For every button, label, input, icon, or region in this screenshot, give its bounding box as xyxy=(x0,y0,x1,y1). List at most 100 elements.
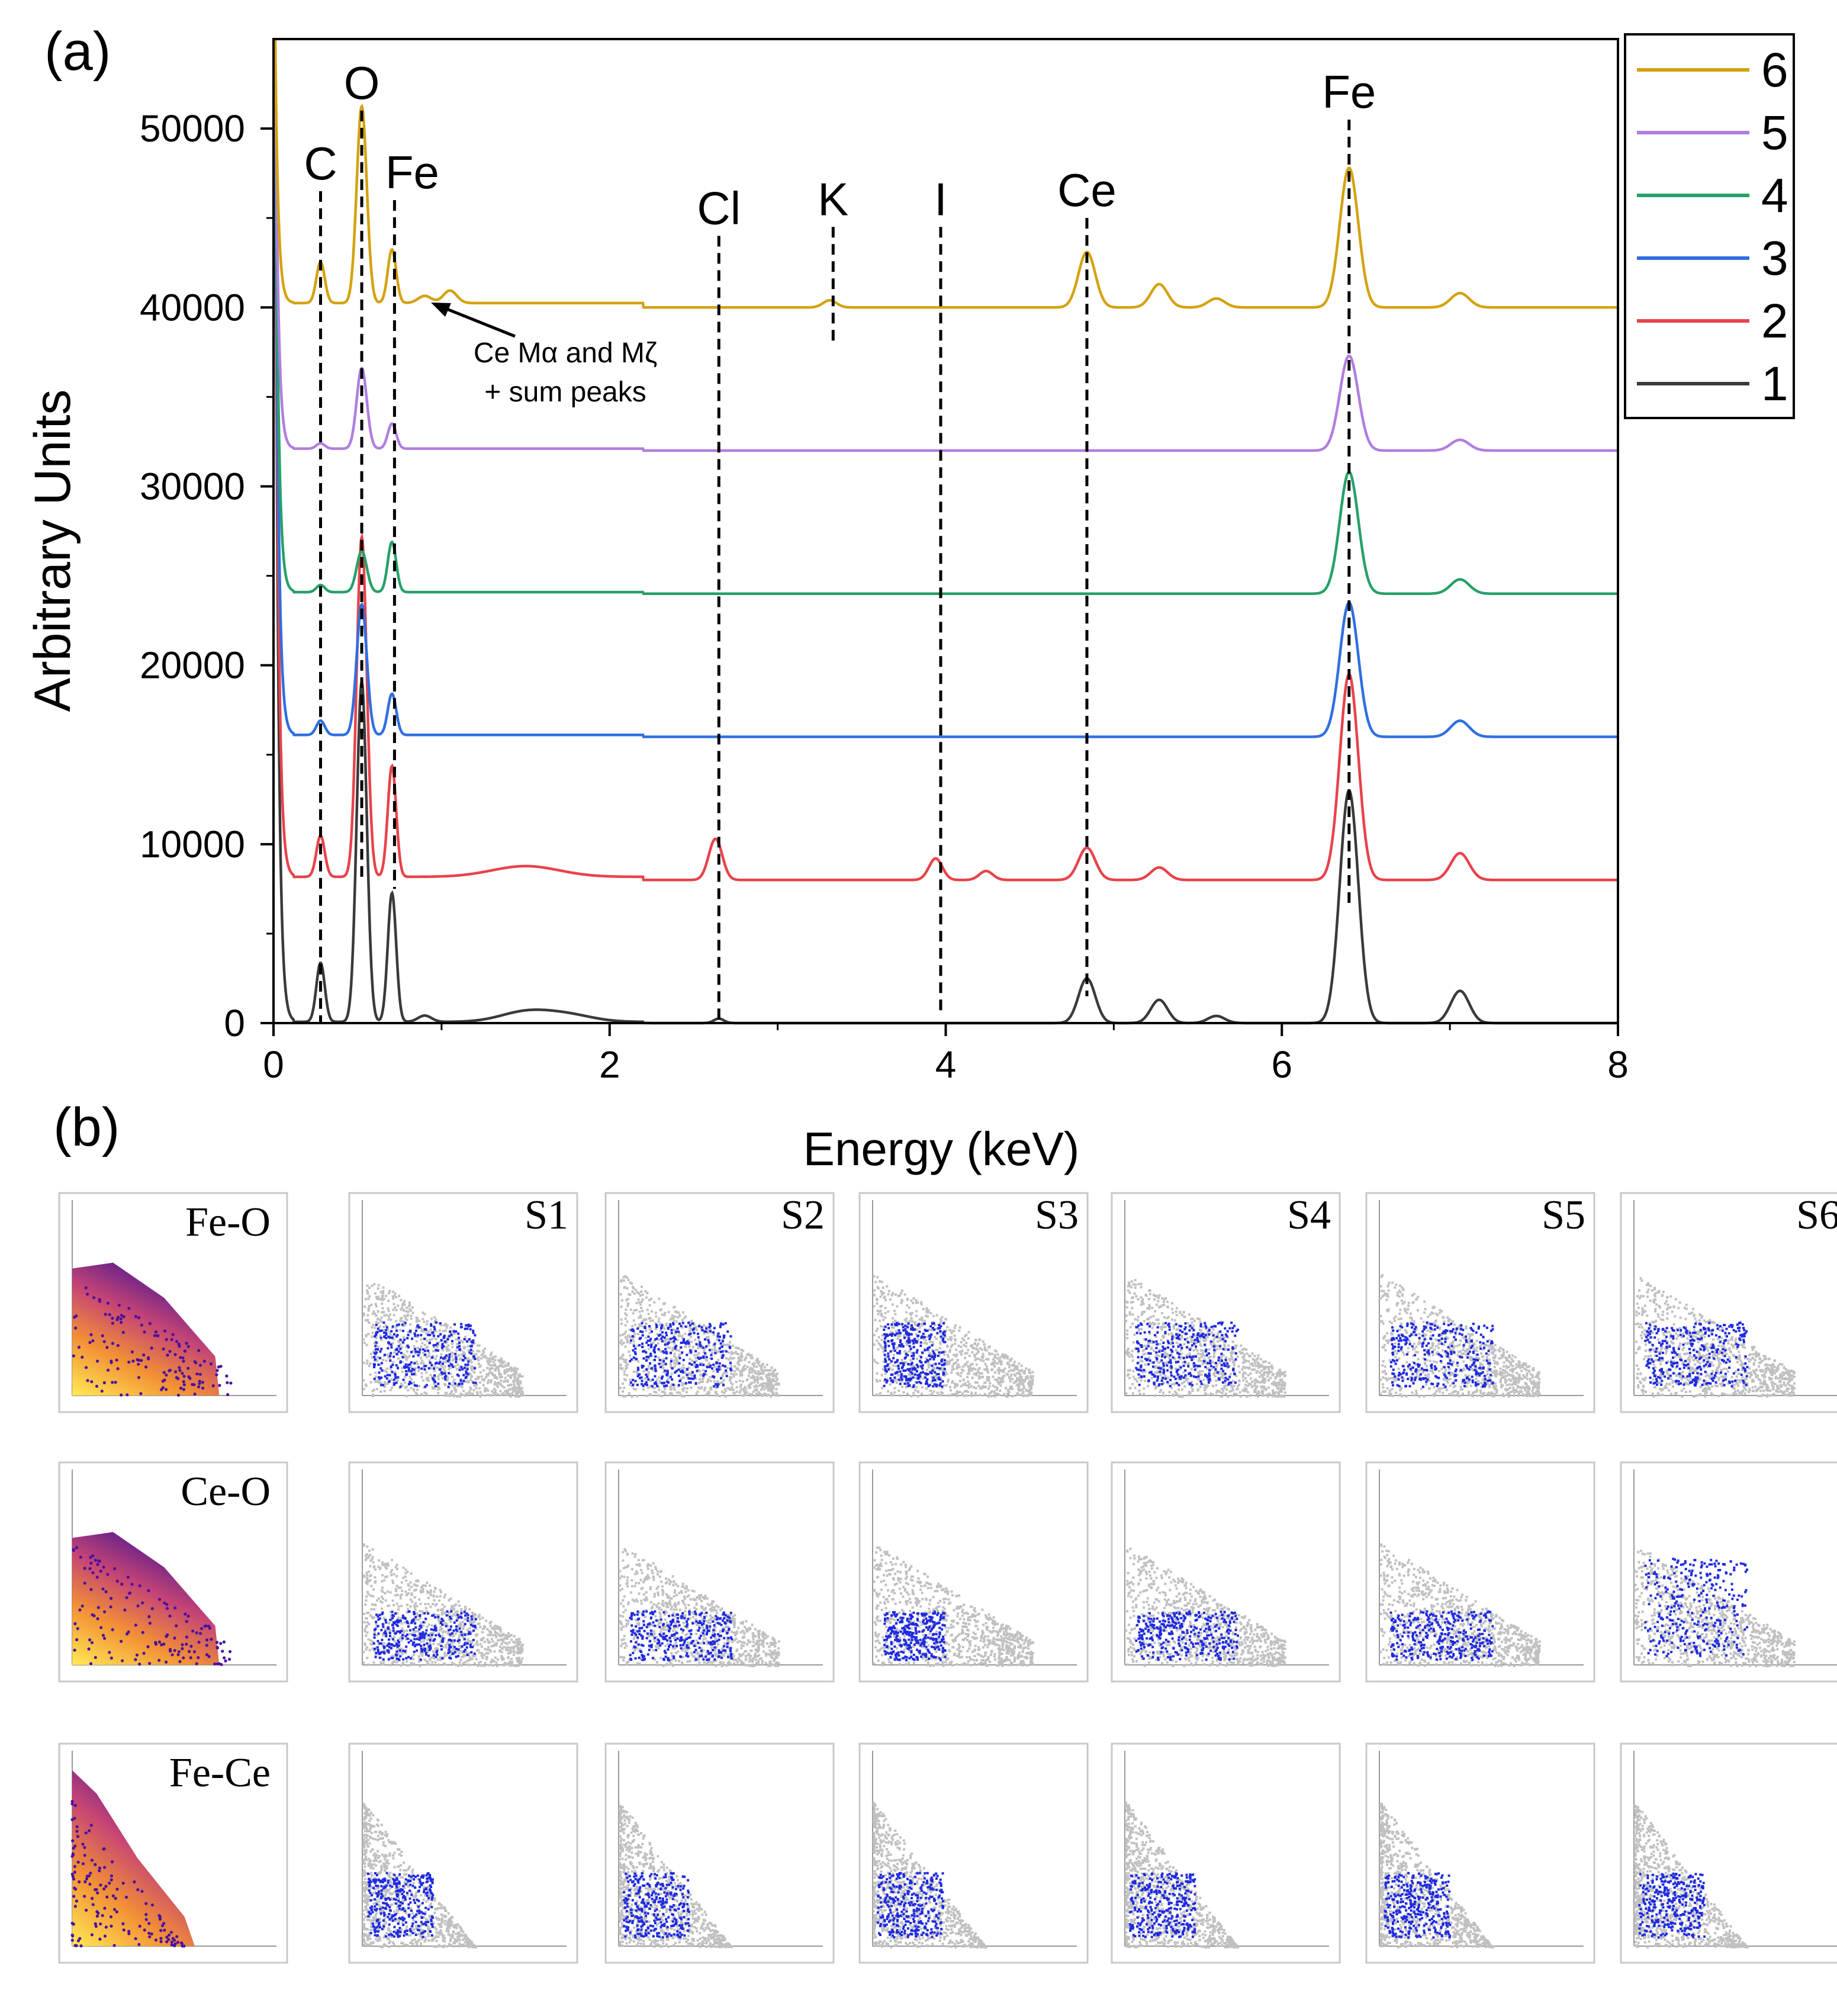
bg-point xyxy=(401,1361,404,1364)
bg-point xyxy=(481,1353,484,1356)
bg-point xyxy=(442,1371,445,1374)
bg-point xyxy=(893,1378,896,1381)
bg-point xyxy=(1013,1373,1016,1376)
segment-point xyxy=(705,1327,708,1330)
bg-point xyxy=(999,1369,1002,1372)
segment-point xyxy=(908,1336,911,1339)
bg-point xyxy=(486,1360,489,1363)
segment-point xyxy=(666,1369,669,1372)
bg-point xyxy=(402,1324,405,1327)
bg-point xyxy=(1272,1391,1275,1394)
bg-point xyxy=(629,1342,632,1345)
bg-point xyxy=(705,1393,708,1396)
bg-point xyxy=(626,1287,629,1290)
segment-point xyxy=(670,1329,673,1332)
bg-point xyxy=(639,1314,642,1317)
segment-point xyxy=(647,1343,650,1346)
bg-point xyxy=(1159,1361,1162,1364)
bg-point xyxy=(1237,1379,1240,1382)
x-tick-label: 8 xyxy=(1607,1043,1629,1086)
segment-point xyxy=(667,1381,670,1384)
segment-point xyxy=(452,1330,455,1333)
bg-point xyxy=(365,1343,368,1346)
density-point xyxy=(187,1375,191,1378)
segment-point xyxy=(1143,1368,1146,1371)
bg-point xyxy=(1153,1394,1156,1397)
segment-point xyxy=(926,1372,929,1375)
bg-point xyxy=(1198,1377,1201,1380)
bg-point xyxy=(681,1382,684,1385)
segment-point xyxy=(458,1348,461,1351)
segment-point xyxy=(1228,1381,1231,1384)
bg-point xyxy=(744,1393,747,1396)
bg-point xyxy=(687,1374,690,1377)
bg-point xyxy=(911,1386,913,1389)
bg-point xyxy=(739,1373,742,1376)
bg-point xyxy=(1138,1389,1141,1392)
bg-point xyxy=(459,1349,462,1352)
bg-point xyxy=(491,1356,494,1359)
segment-point xyxy=(408,1381,411,1384)
segment-point xyxy=(453,1382,456,1385)
bg-point xyxy=(879,1295,882,1298)
density-point xyxy=(197,1349,201,1352)
segment-point xyxy=(1156,1377,1159,1380)
bg-point xyxy=(646,1386,649,1389)
bg-point xyxy=(1019,1382,1022,1385)
bg-point xyxy=(741,1355,744,1358)
segment-point xyxy=(671,1367,674,1370)
segment-point xyxy=(934,1371,937,1374)
segment-point xyxy=(411,1373,414,1376)
bg-point xyxy=(1208,1327,1211,1330)
bg-point xyxy=(440,1324,443,1327)
bg-point xyxy=(742,1369,745,1372)
bg-point xyxy=(725,1371,728,1374)
segment-point xyxy=(1204,1343,1207,1346)
bg-point xyxy=(475,1387,478,1390)
density-point xyxy=(98,1298,101,1301)
bg-point xyxy=(477,1359,480,1362)
legend-box xyxy=(1624,33,1795,419)
segment-point xyxy=(909,1348,912,1351)
bg-point xyxy=(673,1355,676,1358)
bg-point xyxy=(514,1386,517,1389)
bg-point xyxy=(1178,1388,1180,1391)
bg-point xyxy=(731,1382,734,1385)
bg-point xyxy=(687,1366,690,1369)
segment-point xyxy=(640,1376,643,1379)
segment-point xyxy=(696,1365,699,1368)
bg-point xyxy=(1126,1353,1129,1356)
bg-point xyxy=(503,1386,506,1389)
bg-point xyxy=(424,1346,427,1349)
segment-point xyxy=(686,1353,689,1356)
segment-point xyxy=(926,1378,929,1381)
bg-point xyxy=(663,1327,666,1330)
bg-point xyxy=(912,1365,915,1368)
segment-point xyxy=(659,1365,662,1368)
bg-point xyxy=(707,1393,710,1396)
bg-point xyxy=(769,1386,772,1389)
bg-point xyxy=(1159,1368,1162,1371)
bg-point xyxy=(1173,1319,1176,1322)
segment-point xyxy=(407,1366,410,1369)
segment-point xyxy=(708,1365,711,1368)
bg-point xyxy=(460,1339,463,1342)
marker-label-cl: Cl xyxy=(697,182,741,234)
bg-point xyxy=(999,1377,1002,1380)
bg-point xyxy=(366,1314,369,1317)
segment-point xyxy=(942,1371,945,1374)
bg-point xyxy=(968,1382,971,1385)
bg-point xyxy=(952,1368,955,1371)
bg-point xyxy=(1173,1336,1176,1339)
bg-point xyxy=(968,1368,971,1371)
bg-point xyxy=(996,1393,999,1396)
bg-point xyxy=(509,1388,512,1391)
bg-point xyxy=(990,1363,993,1366)
segment-point xyxy=(1224,1333,1227,1336)
bg-point xyxy=(471,1375,474,1378)
segment-point xyxy=(912,1384,915,1387)
bg-point xyxy=(766,1377,769,1380)
segment-point xyxy=(659,1333,662,1336)
bg-point xyxy=(1209,1342,1212,1345)
bg-point xyxy=(712,1333,715,1336)
